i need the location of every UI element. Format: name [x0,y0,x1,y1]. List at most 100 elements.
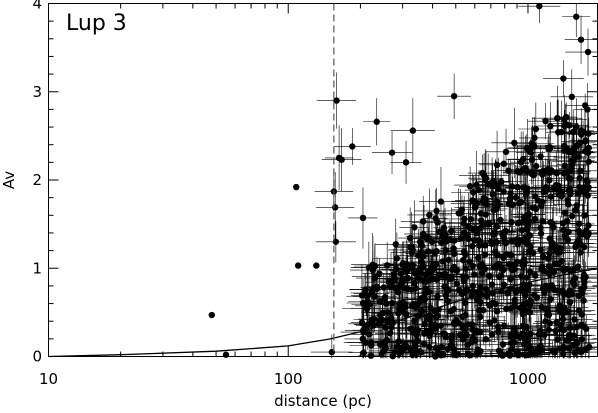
data-point [470,189,477,196]
data-point [492,300,499,308]
data-point [580,297,587,304]
data-point [419,250,426,257]
data-point [465,235,472,243]
data-point [488,179,496,186]
data-point [482,211,489,218]
data-point [534,197,542,204]
data-point [443,288,451,295]
data-point [482,201,490,208]
data-point [508,339,515,347]
data-point [294,262,302,269]
data-point [395,305,403,313]
data-point [493,161,501,169]
data-point [313,262,320,269]
data-point [488,281,496,288]
data-point [389,352,397,360]
data-point [382,300,390,307]
data-point [415,274,422,281]
data-point [425,248,432,255]
data-point [434,293,441,300]
data-point [458,206,466,213]
data-point [365,264,373,271]
data-point [432,344,440,351]
data-point [505,200,513,207]
data-point [369,286,376,293]
data-point [497,272,504,279]
data-point [450,305,458,313]
data-point [486,272,493,280]
data-point [426,211,433,219]
data-point [367,352,375,359]
data-point [477,299,484,306]
data-point [547,218,554,226]
data-point [411,317,418,325]
data-point [392,284,399,292]
data-point [493,308,501,315]
data-point [532,162,540,170]
data-point [447,341,455,349]
data-point [504,290,511,297]
data-point [550,285,558,293]
data-point [384,317,392,324]
y-tick-label: 1 [32,259,42,277]
data-point [558,188,565,195]
data-point [382,338,389,345]
data-point [406,234,414,242]
data-point [519,155,527,163]
data-point [551,260,559,268]
data-point [476,242,483,249]
data-point [525,351,532,358]
data-point [491,230,499,237]
data-point [511,302,518,310]
data-point [412,304,419,311]
data-point [542,318,549,325]
data-point [222,351,230,358]
data-point [577,249,584,256]
data-point [388,149,396,156]
data-point [532,272,539,279]
data-point [535,347,543,354]
data-point [529,204,536,211]
data-point [578,127,585,134]
data-point [529,249,537,257]
data-point [466,352,473,359]
data-point [397,270,405,277]
data-point [399,298,407,306]
data-point [574,263,582,270]
data-point [459,257,467,264]
data-point [518,272,525,280]
data-point [571,349,578,356]
data-point [508,183,516,190]
data-point [453,280,461,287]
data-point [359,214,367,222]
data-point [573,323,580,331]
data-point [553,115,561,122]
data-point [408,264,415,272]
data-point [429,275,436,283]
data-point [377,312,384,319]
data-point [383,262,391,269]
data-point [418,294,426,302]
data-point [522,213,529,220]
data-point [568,212,576,220]
data-point [548,239,555,246]
data-point [538,265,545,273]
data-point [425,268,432,276]
data-point [474,254,482,262]
data-point [368,342,375,349]
data-point [565,228,572,236]
data-point [506,195,514,203]
data-point [550,224,557,231]
data-point [491,264,498,271]
data-point [451,250,458,257]
data-point [566,298,574,306]
data-point [505,167,512,174]
data-point [561,345,568,352]
data-point [532,125,540,133]
y-tick-label: 4 [32,0,42,13]
data-point [437,322,444,329]
data-point [376,298,384,305]
data-point [500,188,507,195]
data-point [421,330,428,337]
